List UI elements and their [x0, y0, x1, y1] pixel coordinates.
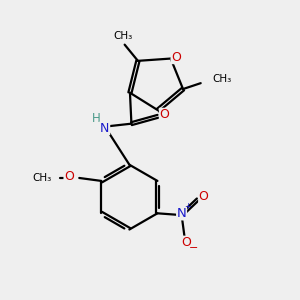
Text: O: O: [181, 236, 191, 249]
Text: +: +: [184, 202, 191, 211]
Text: −: −: [189, 243, 199, 253]
Text: CH₃: CH₃: [33, 173, 52, 183]
Text: CH₃: CH₃: [212, 74, 231, 84]
Text: H: H: [92, 112, 101, 125]
Text: O: O: [64, 170, 74, 183]
Text: CH₃: CH₃: [114, 32, 133, 41]
Text: N: N: [177, 207, 187, 220]
Text: O: O: [160, 108, 169, 121]
Text: O: O: [199, 190, 208, 203]
Text: N: N: [100, 122, 110, 135]
Text: O: O: [171, 51, 181, 64]
